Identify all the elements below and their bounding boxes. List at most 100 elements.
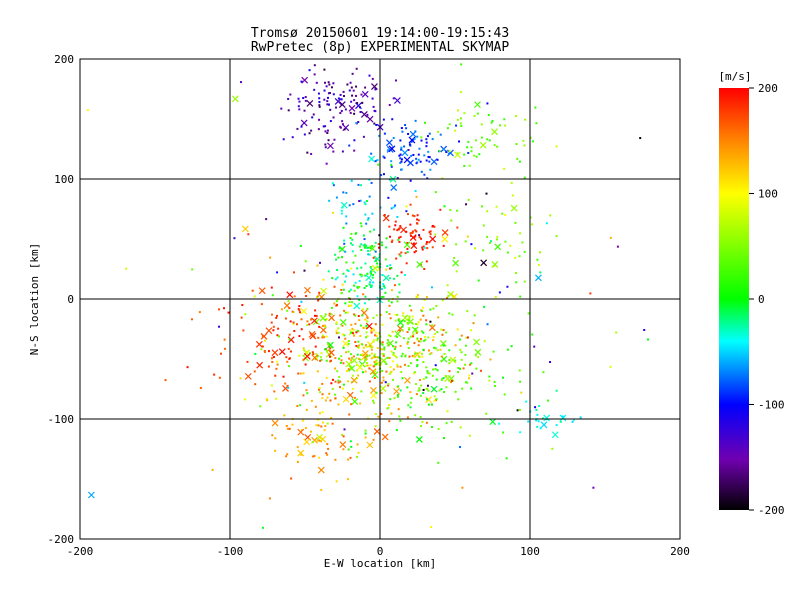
data-point [393, 277, 396, 280]
data-point [330, 346, 333, 349]
data-point [374, 110, 377, 113]
data-point [414, 189, 417, 192]
data-point [432, 368, 435, 371]
data-point [425, 159, 428, 162]
data-point [441, 299, 444, 302]
data-point [409, 335, 412, 338]
data-point-x [382, 214, 390, 222]
data-point [321, 393, 324, 396]
data-point [459, 91, 462, 94]
data-point [408, 304, 411, 307]
data-point [367, 246, 370, 249]
data-point [297, 97, 300, 100]
data-point [448, 312, 451, 315]
data-point [445, 422, 448, 425]
data-point [390, 289, 393, 292]
data-point [361, 101, 364, 104]
data-point [310, 430, 313, 433]
data-point [363, 246, 366, 249]
y-tick-label: -100 [48, 413, 75, 426]
data-point [356, 443, 359, 446]
data-point [443, 352, 446, 355]
data-point [416, 222, 419, 225]
data-point [366, 272, 369, 275]
data-point [288, 333, 291, 336]
data-point [461, 486, 464, 489]
data-point [493, 380, 496, 383]
data-point [324, 425, 327, 428]
data-point [416, 337, 419, 340]
data-point [325, 376, 328, 379]
data-point [303, 381, 306, 384]
data-point [434, 368, 437, 371]
data-point [518, 255, 521, 258]
data-point [425, 145, 428, 148]
data-point [320, 358, 323, 361]
data-point-x [244, 372, 252, 380]
data-point [524, 118, 527, 121]
data-point [473, 314, 476, 317]
data-point [357, 347, 360, 350]
data-point [271, 294, 274, 297]
data-point [410, 397, 413, 400]
data-point [466, 235, 469, 238]
data-point [404, 273, 407, 276]
data-point [453, 256, 456, 259]
data-point-x [385, 139, 393, 147]
data-point [400, 160, 403, 163]
data-point [518, 408, 521, 411]
data-point [421, 248, 424, 251]
data-point-x [361, 350, 369, 357]
data-point [361, 371, 364, 374]
data-point [407, 337, 410, 340]
data-point [380, 241, 383, 244]
data-point [384, 291, 387, 294]
data-point-x [452, 259, 460, 267]
data-point [410, 140, 413, 143]
data-point [330, 416, 333, 419]
data-point [418, 355, 421, 358]
data-point [431, 324, 434, 327]
data-point [448, 362, 451, 365]
data-point-x [334, 98, 342, 105]
data-point [335, 322, 338, 325]
data-point-x [370, 386, 377, 394]
data-point [425, 296, 428, 299]
data-point [320, 352, 323, 355]
data-point [360, 390, 363, 393]
data-point [354, 232, 357, 235]
data-point [384, 381, 387, 384]
colorbar-ticks: 200 100 0 -100 -200 [749, 82, 785, 517]
data-point [420, 425, 423, 428]
data-point [353, 149, 356, 152]
data-point [467, 198, 470, 201]
data-point [291, 136, 294, 139]
data-point [437, 130, 440, 133]
data-point [349, 242, 352, 245]
data-point [396, 295, 399, 298]
data-point [429, 308, 432, 311]
data-point [218, 308, 221, 311]
data-point [418, 387, 421, 390]
data-point-x [301, 76, 309, 84]
data-point [282, 138, 285, 141]
data-point [374, 425, 377, 428]
data-point [441, 177, 444, 180]
data-point [431, 224, 434, 227]
data-point [349, 367, 352, 370]
data-point [389, 366, 392, 369]
data-point [439, 208, 442, 211]
data-point [425, 323, 428, 326]
data-point-x [474, 101, 481, 109]
data-point [315, 81, 318, 84]
data-point [325, 452, 328, 455]
data-point-x [370, 392, 377, 399]
data-point-x [559, 414, 567, 422]
data-point [339, 112, 342, 115]
data-point [414, 229, 417, 232]
data-point [347, 342, 350, 345]
data-point-x [300, 119, 308, 127]
data-point [280, 107, 283, 110]
data-point [406, 251, 409, 254]
data-point [446, 127, 449, 130]
